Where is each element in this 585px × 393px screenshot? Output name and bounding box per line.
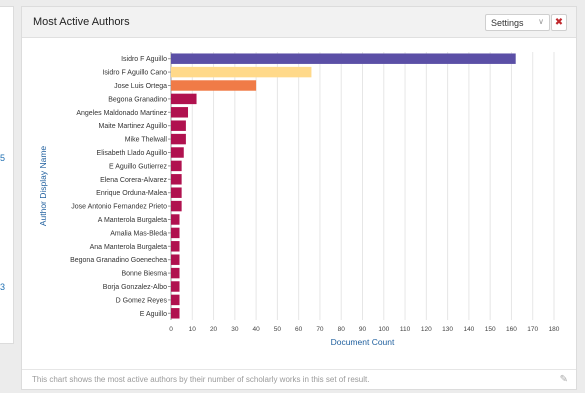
edit-icon[interactable]: ✎: [559, 374, 568, 385]
bar: [171, 214, 180, 225]
x-tick-label: 40: [252, 326, 260, 333]
bar: [171, 107, 189, 118]
bar: [171, 254, 180, 265]
y-tick-label: Jose Luis Ortega: [114, 83, 167, 90]
card-header: Most Active Authors Settings ∨ ✖: [22, 7, 576, 38]
x-tick-label: 70: [316, 326, 324, 333]
y-axis-title: Author Display Name: [38, 146, 48, 227]
y-tick-label: Bonne Biesma: [121, 271, 167, 278]
card-title: Most Active Authors: [33, 16, 130, 28]
bar-chart: 0 10 20 30 40 50 60 70 80 90 100 110 120 130 140 150 160…: [38, 52, 560, 347]
bar: [171, 187, 182, 198]
y-tick-label: Jose Antonio Fernandez Prieto: [71, 204, 167, 211]
x-tick-label: 140: [463, 326, 474, 333]
bar: [171, 174, 182, 185]
x-tick-label: 30: [231, 326, 239, 333]
x-axis-title: Document Count: [331, 337, 395, 347]
x-tick-label: 150: [485, 326, 496, 333]
y-tick-label: D Gomez Reyes: [116, 297, 168, 304]
x-tick-label: 110: [400, 326, 411, 333]
chevron-down-icon: ∨: [538, 17, 544, 26]
bar: [171, 267, 180, 279]
close-button[interactable]: ✖: [551, 14, 567, 31]
bar: [171, 227, 180, 239]
x-tick-label: 100: [378, 326, 389, 333]
y-tick-label: Elena Corera-Alvarez: [100, 177, 167, 184]
y-tick-label: Maite Martinez Aguillo: [99, 123, 168, 130]
card-footer: This chart shows the most active authors…: [22, 369, 576, 390]
x-tick-label: 60: [295, 326, 303, 333]
bar: [171, 294, 180, 306]
y-tick-label: Enrique Orduna-Malea: [96, 190, 167, 197]
y-tick-label: E Aguillo: [140, 311, 167, 318]
y-tick-label: Begona Granadino Goenechea: [70, 257, 167, 264]
bar: [171, 66, 312, 78]
x-tick-label: 130: [442, 326, 453, 333]
y-tick-label: Angeles Maldonado Martinez: [76, 110, 167, 117]
bar: [171, 160, 182, 172]
x-tick-label: 160: [506, 326, 517, 333]
settings-label: Settings: [491, 18, 524, 28]
x-tick-label: 80: [338, 326, 346, 333]
y-tick-label: E Aguillo Gutierrez: [109, 163, 167, 170]
bar: [171, 93, 197, 105]
x-tick-label: 90: [359, 326, 367, 333]
bar: [171, 80, 257, 91]
bar: [171, 120, 186, 131]
bar: [171, 281, 180, 292]
y-tick-label: Amalia Mas-Bleda: [110, 230, 167, 237]
x-tick-label: 170: [527, 326, 538, 333]
x-tick-label: 50: [274, 326, 282, 333]
y-tick-label: Mike Thelwall: [125, 137, 168, 144]
y-tick-label: Ana Manterola Burgaleta: [90, 244, 168, 251]
bar: [171, 241, 180, 252]
bar: [171, 200, 182, 212]
y-tick-label: Elisabeth Llado Aguillo: [97, 150, 168, 157]
y-tick-label: Isidro F Aguillo Cano: [102, 70, 167, 77]
settings-dropdown[interactable]: Settings ∨: [485, 14, 550, 31]
left-panel: [0, 6, 14, 344]
x-tick-label: 20: [210, 326, 218, 333]
x-tick-label: 0: [169, 326, 173, 333]
most-active-authors-card: Most Active Authors Settings ∨ ✖ 0 10 20 30…: [21, 6, 577, 390]
y-tick-label: Begona Granadino: [108, 96, 167, 103]
left-panel-value: 5: [0, 153, 6, 163]
bar: [171, 147, 184, 158]
x-tick-label: 180: [549, 326, 560, 333]
y-tick-label: Isidro F Aguillo: [121, 56, 167, 63]
x-tick-label: 120: [421, 326, 432, 333]
bar: [171, 308, 180, 319]
chart-description: This chart shows the most active authors…: [32, 375, 370, 384]
y-tick-label: Borja Gonzalez-Albo: [103, 284, 167, 291]
bar: [171, 133, 186, 145]
left-panel-value: 3: [0, 282, 6, 292]
y-tick-label: A Manterola Burgaleta: [98, 217, 167, 224]
x-tick-label: 10: [189, 326, 197, 333]
bar: [171, 53, 516, 64]
